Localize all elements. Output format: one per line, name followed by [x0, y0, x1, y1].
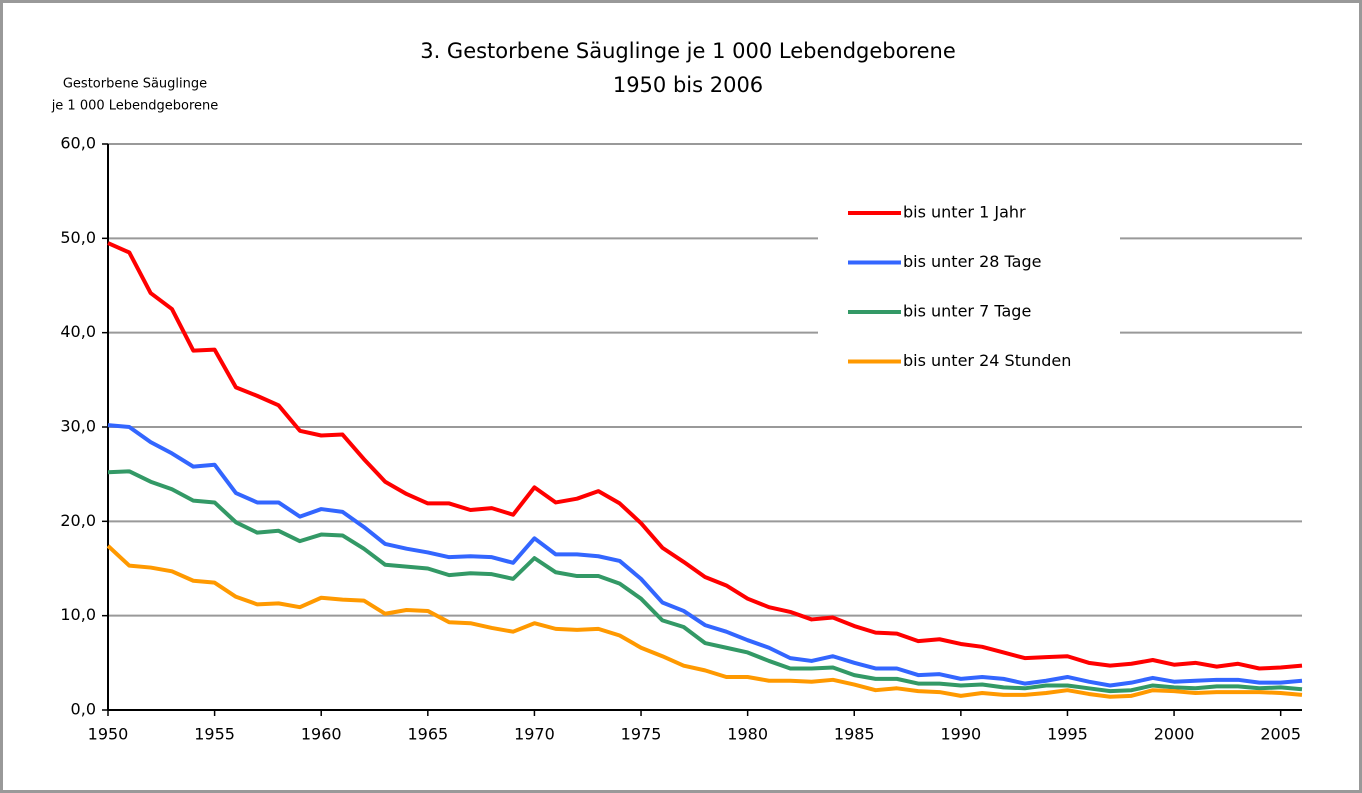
series-line — [107, 423, 1303, 688]
x-tick-label: 1970 — [514, 725, 555, 744]
x-tick-label: 1980 — [727, 725, 768, 744]
chart-subtitle: 1950 bis 2006 — [613, 73, 763, 97]
series-line — [107, 241, 1303, 671]
x-tick-label: 1955 — [194, 725, 235, 744]
x-tick-label: 2000 — [1154, 725, 1195, 744]
series-line — [106, 544, 1303, 699]
y-tick-label: 50,0 — [60, 228, 96, 247]
y-tick-label: 40,0 — [60, 322, 96, 341]
y-tick-label: 10,0 — [60, 605, 96, 624]
y-tick-label: 20,0 — [60, 511, 96, 530]
x-tick-label: 1950 — [88, 725, 129, 744]
series-line — [107, 469, 1303, 694]
x-tick-label: 2005 — [1260, 725, 1301, 744]
x-tick-label: 1960 — [301, 725, 342, 744]
x-tick-label: 1995 — [1047, 725, 1088, 744]
y-tick-label: 0,0 — [71, 700, 96, 719]
legend-label: bis unter 1 Jahr — [903, 203, 1026, 222]
x-tick-label: 1965 — [407, 725, 448, 744]
chart-title: 3. Gestorbene Säuglinge je 1 000 Lebendg… — [420, 39, 956, 63]
x-tick-label: 1990 — [940, 725, 981, 744]
legend-label: bis unter 24 Stunden — [903, 351, 1071, 370]
x-tick-label: 1985 — [834, 725, 875, 744]
x-tick-label: 1975 — [621, 725, 662, 744]
y-tick-label: 30,0 — [60, 417, 96, 436]
legend-box — [818, 190, 1120, 385]
y-axis-label: Gestorbene Säuglinge — [63, 77, 207, 92]
legend-label: bis unter 28 Tage — [903, 252, 1041, 271]
legend-label: bis unter 7 Tage — [903, 302, 1031, 321]
y-tick-label: 60,0 — [60, 134, 96, 153]
y-axis-label: je 1 000 Lebendgeborene — [51, 99, 219, 114]
